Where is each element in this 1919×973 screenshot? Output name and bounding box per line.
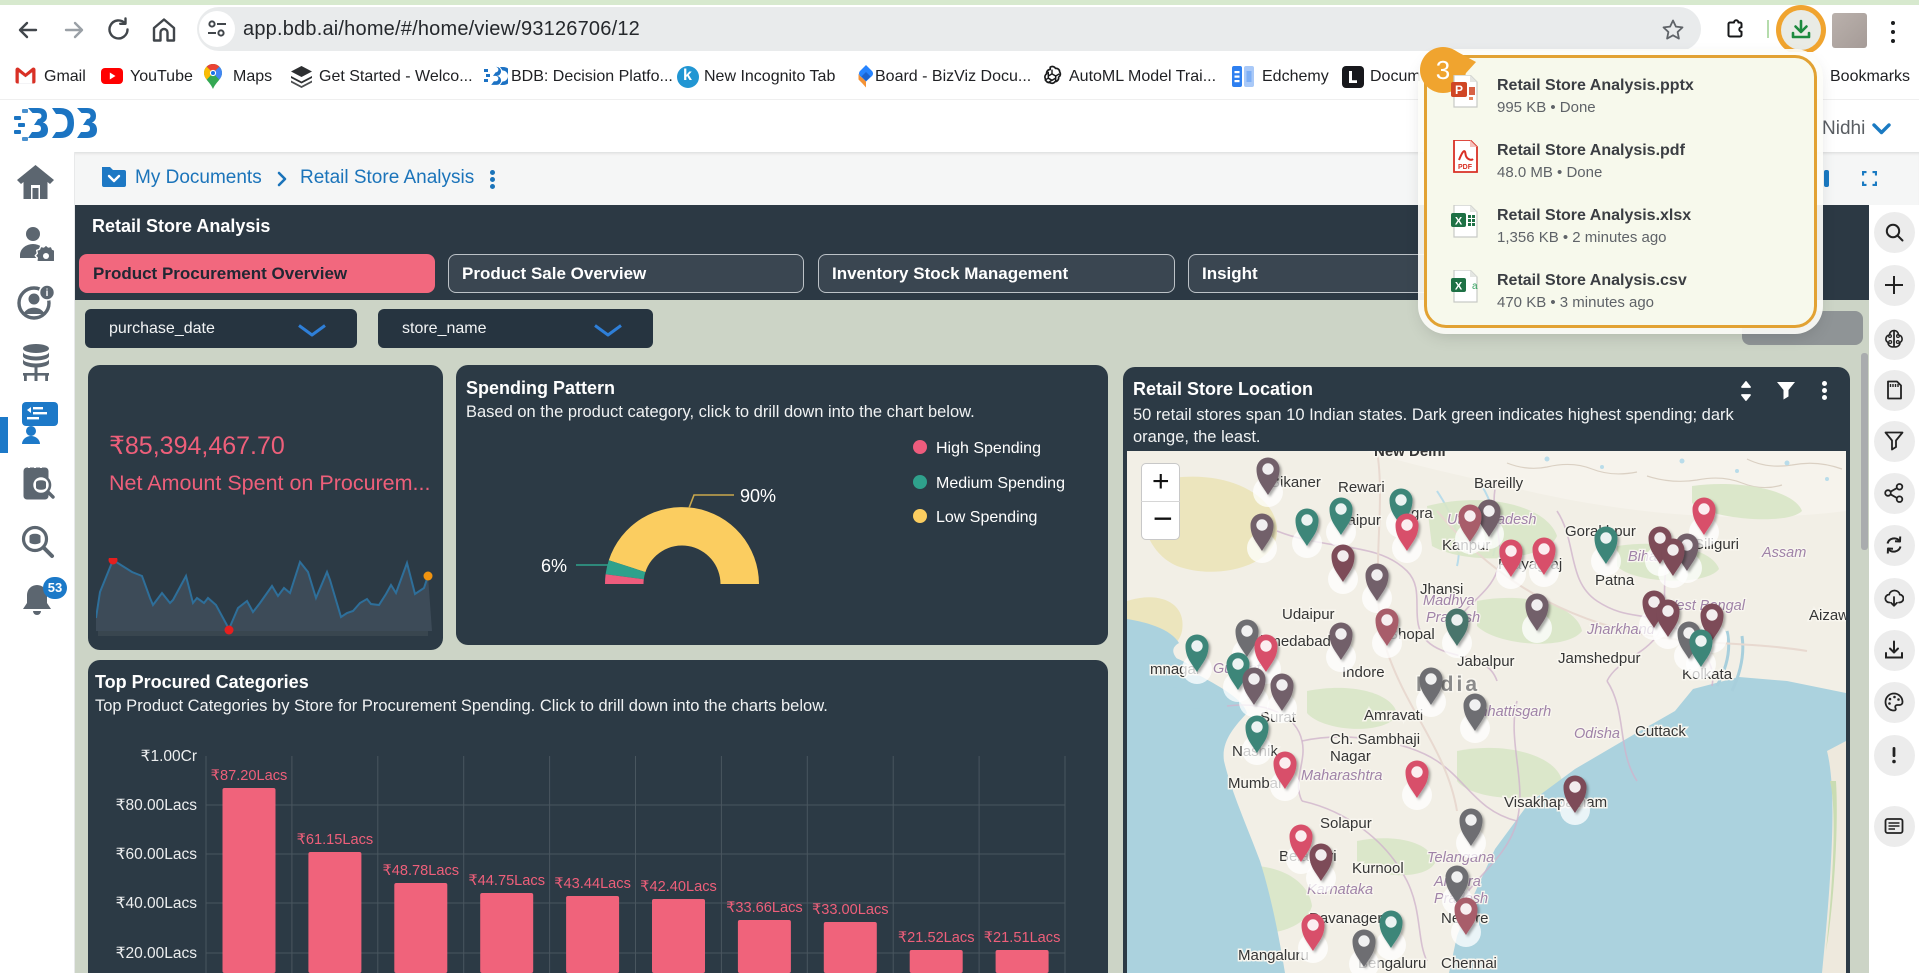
svg-text:Mumbai: Mumbai (1228, 775, 1281, 792)
svg-text:Amravati: Amravati (1364, 707, 1423, 724)
svg-text:₹60.00Lacs: ₹60.00Lacs (116, 846, 198, 863)
svg-text:Madhya: Madhya (1423, 593, 1475, 609)
svg-text:Davanagere: Davanagere (1309, 910, 1391, 927)
svg-text:₹80.00Lacs: ₹80.00Lacs (116, 797, 198, 814)
svg-text:₹48.78Lacs: ₹48.78Lacs (382, 863, 459, 879)
svg-text:Cuttack: Cuttack (1635, 723, 1686, 740)
svg-text:X: X (1455, 281, 1463, 293)
svg-text:High Spending: High Spending (936, 440, 1041, 457)
svg-text:₹33.66Lacs: ₹33.66Lacs (726, 900, 803, 916)
svg-text:Jabalpur: Jabalpur (1457, 653, 1515, 670)
svg-text:Maharashtra: Maharashtra (1301, 768, 1382, 784)
svg-text:₹40.00Lacs: ₹40.00Lacs (116, 895, 198, 912)
svg-text:₹1.00Cr: ₹1.00Cr (141, 748, 197, 765)
svg-text:90%: 90% (740, 486, 776, 506)
svg-text:Rewari: Rewari (1338, 479, 1385, 496)
svg-text:a,: a, (1472, 281, 1478, 292)
svg-text:Indore: Indore (1342, 664, 1385, 681)
svg-text:i: i (46, 288, 49, 299)
svg-text:Medium Spending: Medium Spending (936, 475, 1065, 492)
svg-text:X: X (1455, 216, 1463, 228)
svg-text:P: P (1455, 83, 1463, 97)
svg-text:6%: 6% (541, 556, 567, 576)
svg-text:Odisha: Odisha (1574, 726, 1620, 742)
svg-text:PDF: PDF (1458, 164, 1473, 171)
svg-text:Chennai: Chennai (1441, 955, 1497, 972)
svg-text:₹20.00Lacs: ₹20.00Lacs (116, 945, 198, 962)
svg-text:₹61.15Lacs: ₹61.15Lacs (297, 832, 374, 848)
svg-text:₹21.51Lacs: ₹21.51Lacs (984, 930, 1061, 946)
svg-text:Jamshedpur: Jamshedpur (1558, 650, 1641, 667)
svg-text:Bareilly: Bareilly (1474, 475, 1524, 492)
svg-text:Jharkhand: Jharkhand (1586, 622, 1656, 638)
svg-text:Visakhapatnam: Visakhapatnam (1504, 794, 1607, 811)
svg-text:3: 3 (1436, 55, 1450, 85)
svg-text:Chhattisgarh: Chhattisgarh (1469, 704, 1551, 720)
svg-text:Assam: Assam (1761, 545, 1806, 561)
svg-text:Ch. Sambhaji: Ch. Sambhaji (1330, 731, 1420, 748)
svg-text:New Delhi: New Delhi (1374, 451, 1446, 460)
svg-text:₹44.75Lacs: ₹44.75Lacs (468, 873, 545, 889)
svg-text:₹21.52Lacs: ₹21.52Lacs (898, 930, 975, 946)
svg-text:Nagar: Nagar (1330, 748, 1371, 765)
svg-text:Mangaluru: Mangaluru (1238, 947, 1309, 964)
svg-text:₹33.00Lacs: ₹33.00Lacs (812, 902, 889, 918)
svg-text:Udaipur: Udaipur (1282, 606, 1335, 623)
svg-text:₹42.40Lacs: ₹42.40Lacs (640, 879, 717, 895)
svg-text:₹43.44Lacs: ₹43.44Lacs (554, 876, 631, 892)
svg-text:Solapur: Solapur (1320, 815, 1372, 832)
svg-text:West Bengal: West Bengal (1663, 598, 1746, 614)
svg-text:Kurnool: Kurnool (1352, 860, 1404, 877)
svg-text:Low Spending: Low Spending (936, 509, 1037, 526)
svg-text:Jhansi: Jhansi (1420, 581, 1463, 598)
svg-text:₹87.20Lacs: ₹87.20Lacs (211, 768, 288, 784)
svg-text:Aizawl: Aizawl (1809, 607, 1846, 624)
